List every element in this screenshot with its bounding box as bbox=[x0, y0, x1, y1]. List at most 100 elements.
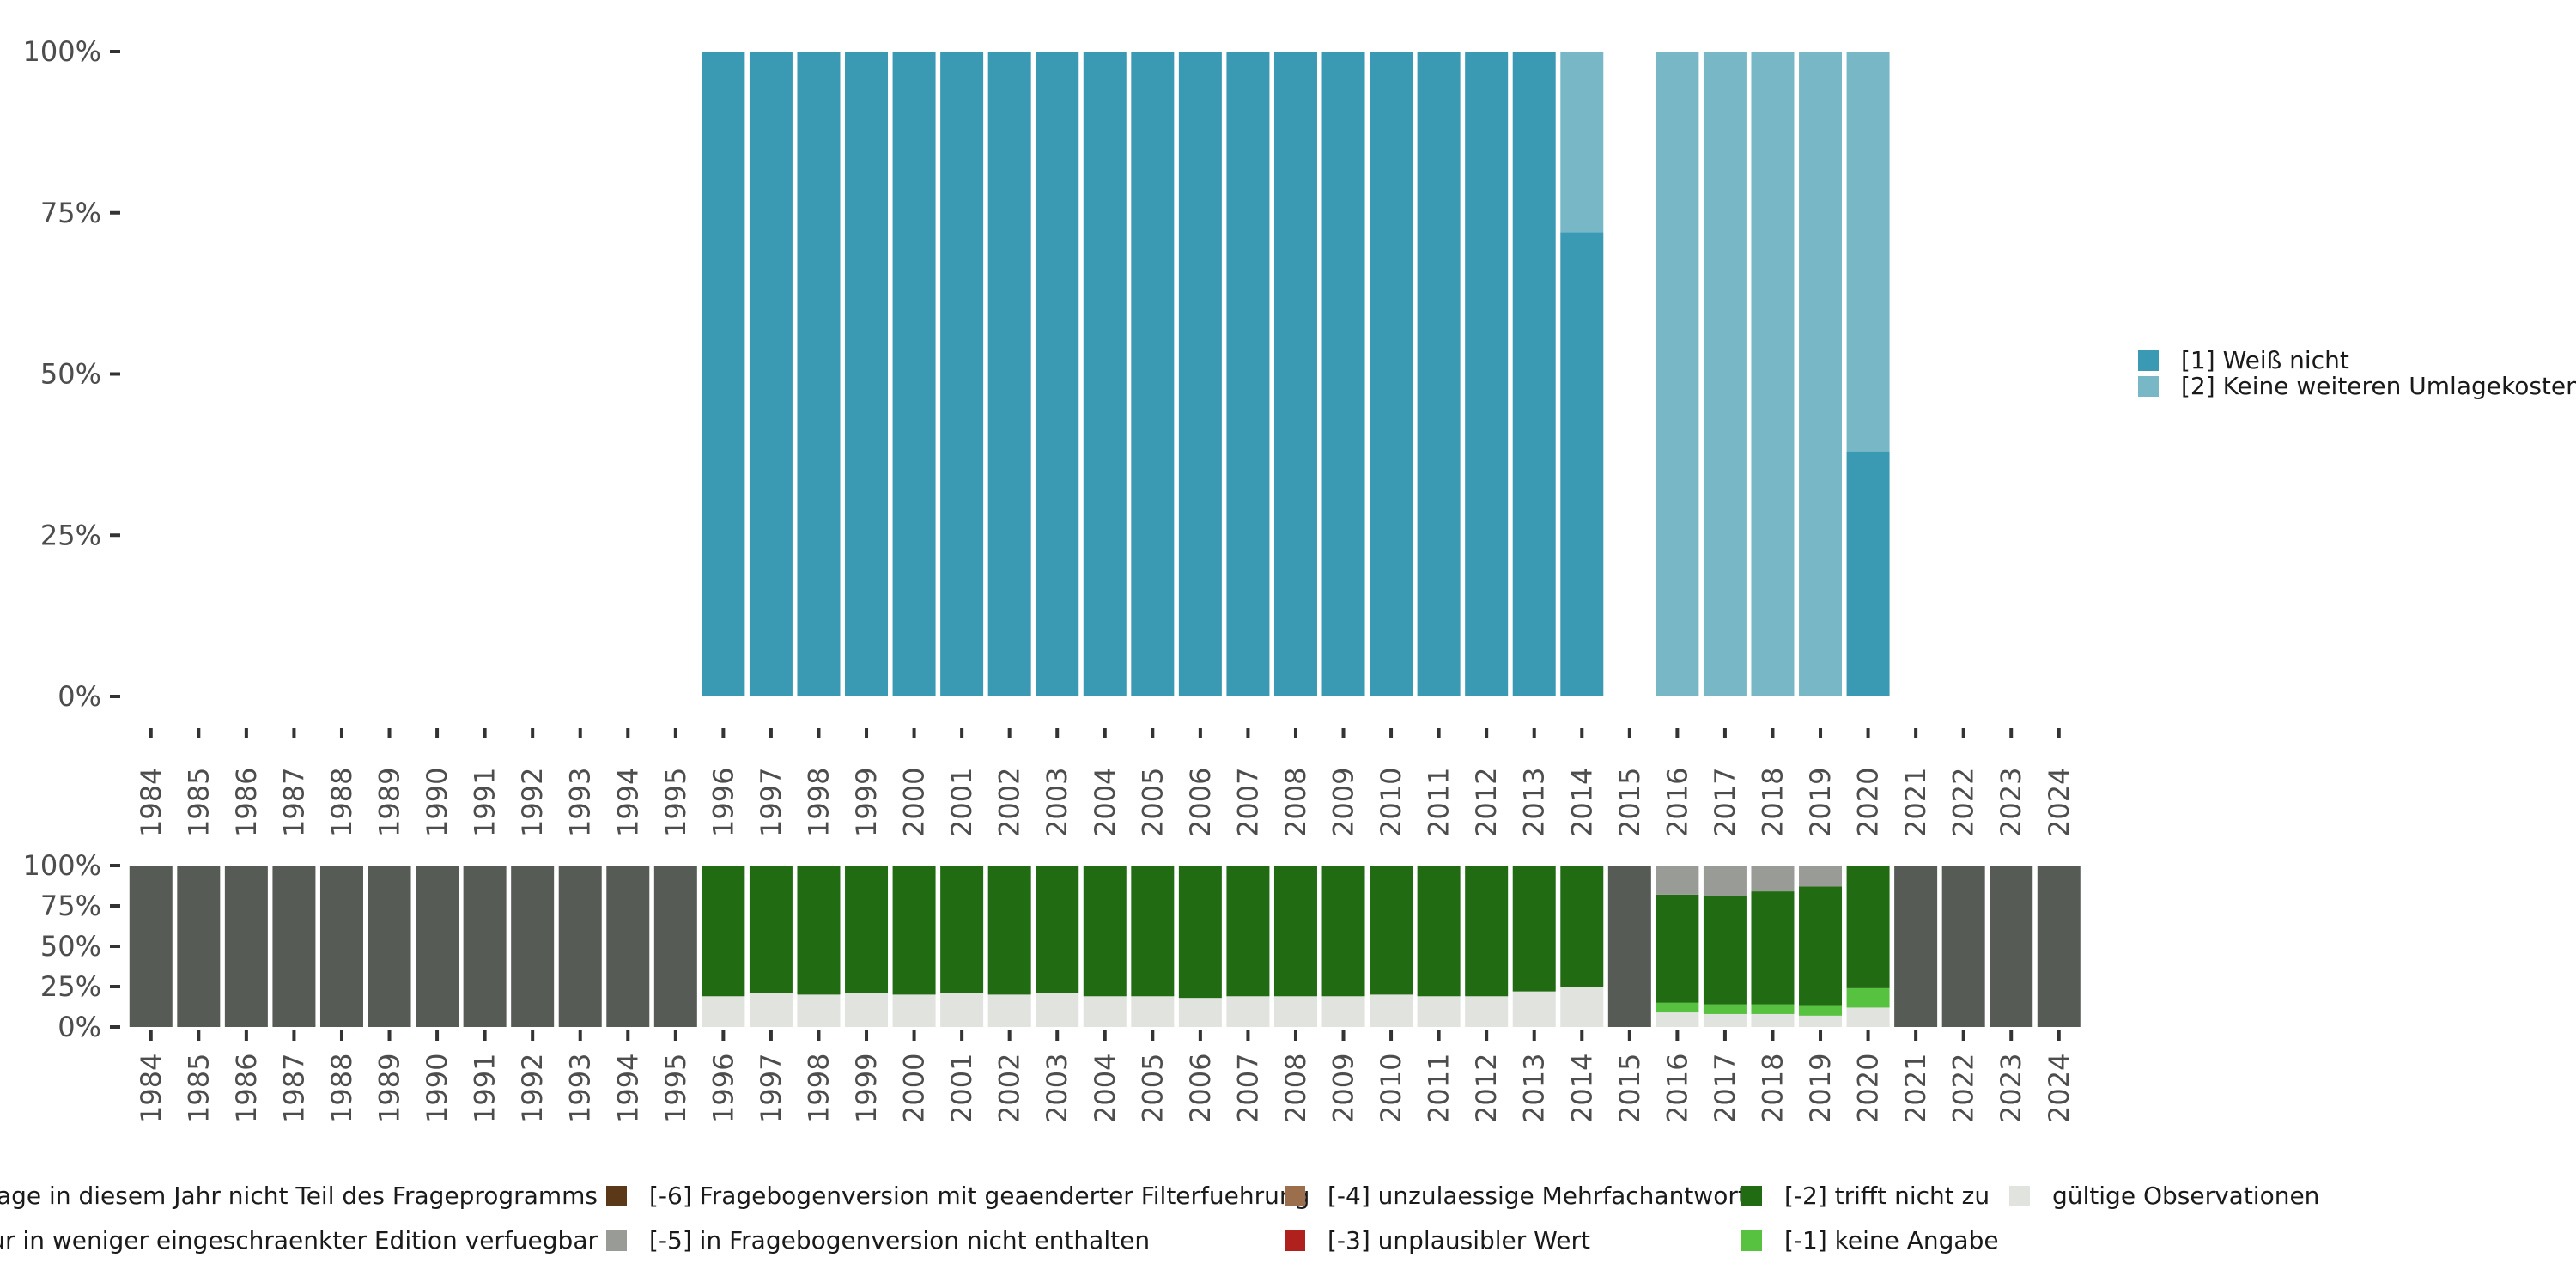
bottom-legend-label: gültige Observationen bbox=[2052, 1182, 2319, 1210]
bottom-x-tick-label: 2014 bbox=[1565, 1054, 1598, 1123]
bottom-x-tick-label: 1984 bbox=[135, 1054, 167, 1123]
bottom-bar-segment bbox=[1846, 1007, 1890, 1027]
top-chart-panel: 0% 25% 50% 75% 100% 1984 1985 1986 1987 1988 1989 1… bbox=[23, 35, 2075, 837]
top-x-tick-label: 2009 bbox=[1327, 768, 1360, 837]
bottom-bar-segment bbox=[1226, 866, 1270, 997]
bottom-bar-segment bbox=[129, 866, 173, 1027]
bottom-x-tick-label: 1993 bbox=[564, 1054, 597, 1123]
bottom-x-tick-label: 2019 bbox=[1804, 1054, 1837, 1123]
top-x-tick-label: 1987 bbox=[277, 768, 310, 837]
bottom-bar-segment bbox=[319, 866, 363, 1027]
top-x-tick-label: 2003 bbox=[1041, 768, 1073, 837]
bottom-x-tick-label: 2013 bbox=[1518, 1054, 1551, 1123]
bottom-legend: [-8] Frage in diesem Jahr nicht Teil des… bbox=[0, 1182, 2319, 1255]
top-x-tick-label: 2023 bbox=[1995, 768, 2027, 837]
top-y-tick-label: 0% bbox=[58, 680, 101, 713]
bottom-bar-segment bbox=[272, 866, 316, 1027]
bottom-bar-segment bbox=[749, 866, 793, 993]
top-bar-segment bbox=[1131, 52, 1175, 696]
bottom-bar-segment bbox=[1656, 1002, 1699, 1013]
bottom-x-tick-label: 2024 bbox=[2043, 1054, 2075, 1123]
bottom-legend-label: [-6] Fragebogenversion mit geaenderter F… bbox=[649, 1182, 1309, 1210]
top-bar-segment bbox=[702, 52, 745, 696]
bottom-bar-segment bbox=[987, 866, 1031, 995]
top-legend-label: [2] Keine weiteren Umlagekosten bbox=[2181, 372, 2576, 400]
top-x-tick-label: 2017 bbox=[1709, 768, 1741, 837]
bottom-bar-segment bbox=[940, 866, 984, 993]
bottom-x-tick-label: 1989 bbox=[374, 1054, 406, 1123]
top-x-tick-label: 2001 bbox=[945, 768, 978, 837]
top-bar-segment bbox=[1083, 52, 1127, 696]
top-x-tick-label: 2007 bbox=[1231, 768, 1264, 837]
top-bar-segment bbox=[1560, 52, 1604, 233]
bottom-x-tick-label: 2000 bbox=[898, 1054, 931, 1123]
top-x-tick-label: 2015 bbox=[1613, 768, 1646, 837]
top-bar-segment bbox=[892, 52, 936, 696]
bottom-bar-segment bbox=[1131, 996, 1175, 1027]
top-x-tick-label: 2008 bbox=[1279, 768, 1312, 837]
bottom-legend-swatch bbox=[1285, 1230, 1305, 1251]
top-x-tick-label: 2014 bbox=[1565, 768, 1598, 837]
bottom-bar-segment bbox=[1656, 866, 1699, 895]
top-x-tick-label: 1986 bbox=[230, 768, 263, 837]
bottom-legend-swatch bbox=[1285, 1186, 1305, 1206]
bottom-bar-segment bbox=[1417, 866, 1461, 997]
bottom-x-tick-label: 2015 bbox=[1613, 1054, 1646, 1123]
top-bar-segment bbox=[1846, 451, 1890, 696]
top-bar-segment bbox=[1417, 52, 1461, 696]
bottom-x-tick-label: 2009 bbox=[1327, 1054, 1360, 1123]
bottom-bar-segment bbox=[845, 993, 889, 1027]
bottom-bar-segment bbox=[1607, 866, 1651, 1027]
bottom-x-tick-label: 2006 bbox=[1184, 1054, 1217, 1123]
bottom-bar-segment bbox=[368, 866, 411, 1027]
top-bar-segment bbox=[1465, 52, 1509, 696]
top-bar-segment bbox=[1846, 52, 1890, 452]
top-bar-segment bbox=[797, 52, 841, 696]
bottom-bar-segment bbox=[1941, 866, 1985, 1027]
top-bar-segment bbox=[1273, 52, 1317, 696]
bottom-x-tick-label: 1995 bbox=[659, 1054, 692, 1123]
top-x-tick-label: 1984 bbox=[135, 768, 167, 837]
bottom-bar-segment bbox=[1370, 994, 1413, 1027]
bottom-x-tick-label: 1998 bbox=[802, 1054, 835, 1123]
bottom-legend-label: [-1] keine Angabe bbox=[1784, 1226, 1999, 1255]
bottom-bar-segment bbox=[1799, 1015, 1843, 1027]
top-legend-swatch bbox=[2138, 350, 2159, 371]
bottom-x-tick-label: 2022 bbox=[1947, 1054, 1980, 1123]
bottom-legend-label: [-4] unzulaessige Mehrfachantwort bbox=[1327, 1182, 1747, 1210]
bottom-bar-segment bbox=[1751, 1004, 1795, 1014]
bottom-x-tick-label: 1985 bbox=[182, 1054, 215, 1123]
top-bar-segment bbox=[1226, 52, 1270, 696]
bottom-legend-swatch bbox=[1741, 1186, 1762, 1206]
top-bar-segment bbox=[749, 52, 793, 696]
top-bar-segment bbox=[1656, 52, 1699, 696]
top-x-tick-label: 1992 bbox=[516, 768, 549, 837]
bottom-x-tick-label: 2012 bbox=[1470, 1054, 1503, 1123]
bottom-bar-segment bbox=[892, 994, 936, 1027]
bottom-legend-swatch bbox=[2009, 1186, 2030, 1206]
bottom-bar-segment bbox=[797, 866, 841, 995]
top-bar-segment bbox=[1178, 52, 1222, 696]
bottom-bar-segment bbox=[1894, 866, 1938, 1027]
top-bar-segment bbox=[1370, 52, 1413, 696]
bottom-y-tick-label: 100% bbox=[23, 849, 101, 882]
bottom-bar-segment bbox=[702, 866, 745, 997]
bottom-y-tick-label: 50% bbox=[40, 930, 101, 963]
bottom-bar-segment bbox=[1178, 998, 1222, 1027]
top-x-tick-label: 1989 bbox=[374, 768, 406, 837]
bottom-bar-segment bbox=[1846, 866, 1890, 988]
bottom-bar-segment bbox=[1131, 866, 1175, 997]
bottom-x-tick-label: 2021 bbox=[1899, 1054, 1932, 1123]
bottom-x-tick-label: 1992 bbox=[516, 1054, 549, 1123]
top-x-tick-label: 2000 bbox=[898, 768, 931, 837]
bottom-bar-segment bbox=[1321, 996, 1365, 1027]
bottom-x-tick-label: 1991 bbox=[469, 1054, 501, 1123]
top-bar-segment bbox=[940, 52, 984, 696]
bottom-bar-segment bbox=[1465, 996, 1509, 1027]
top-x-tick-label: 2019 bbox=[1804, 768, 1837, 837]
bottom-bar-segment bbox=[1417, 996, 1461, 1027]
top-legend-swatch bbox=[2138, 376, 2159, 397]
top-x-tick-label: 2006 bbox=[1184, 768, 1217, 837]
bottom-x-tick-label: 2004 bbox=[1089, 1054, 1121, 1123]
